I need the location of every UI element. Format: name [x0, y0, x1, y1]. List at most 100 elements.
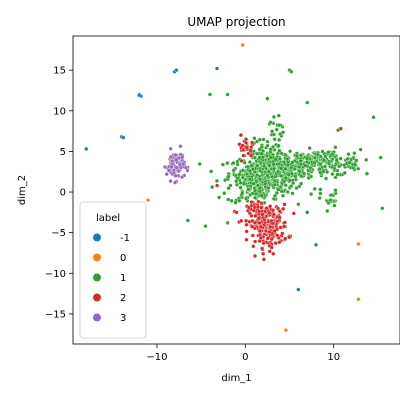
point-label-1 — [312, 160, 317, 165]
point-label-2 — [249, 200, 254, 205]
point-label-1 — [317, 195, 322, 201]
point-label-1 — [255, 173, 260, 178]
point-label-2 — [271, 212, 276, 217]
point-label-2 — [261, 241, 266, 246]
point-label-1 — [333, 188, 338, 193]
point-label-1 — [265, 173, 270, 178]
point-label-1 — [271, 162, 276, 167]
legend: label -1 0 1 2 3 — [79, 201, 147, 339]
point-label-3 — [180, 155, 185, 160]
point-label-2 — [246, 205, 251, 210]
point-label-1 — [289, 184, 294, 189]
point-label-1 — [323, 154, 328, 159]
point-label-1 — [222, 191, 227, 196]
point-label-1 — [264, 153, 270, 159]
legend-label-1: 1 — [120, 273, 126, 284]
point-label-2 — [256, 209, 262, 214]
point-label-3 — [174, 165, 179, 170]
x-tick-label: 0 — [242, 352, 248, 363]
legend-label-2: 2 — [120, 293, 126, 304]
point-label-2 — [283, 236, 288, 241]
point-label-1 — [334, 158, 339, 163]
point-label-1 — [347, 160, 352, 165]
point-label--1 — [174, 68, 179, 73]
legend-label--1: -1 — [120, 233, 130, 244]
point-label-1 — [249, 163, 254, 168]
chart-title: UMAP projection — [187, 15, 285, 29]
point-label-1 — [312, 186, 317, 191]
point-label-1 — [318, 170, 323, 175]
legend-label-3: 3 — [120, 313, 126, 324]
point-label-1 — [279, 189, 284, 194]
point-label-1 — [290, 191, 295, 196]
point-label-1 — [255, 151, 260, 156]
point-label-1 — [285, 189, 290, 195]
point-label-2 — [267, 210, 272, 215]
point-label-1 — [277, 123, 282, 128]
point-label-1 — [226, 185, 231, 191]
point-label-2 — [244, 218, 249, 223]
point-label--1 — [84, 146, 89, 152]
point-label-1 — [277, 148, 282, 153]
point-label-3 — [174, 157, 179, 162]
point-label-1 — [247, 160, 253, 165]
point-label--1 — [137, 93, 142, 98]
legend-marker-0 — [92, 253, 102, 262]
point-label-1 — [225, 220, 230, 225]
point-label--1 — [313, 242, 319, 247]
point-label-3 — [171, 170, 177, 175]
points-layer — [84, 42, 385, 333]
point-label-1 — [261, 164, 267, 169]
point-label-2 — [257, 228, 262, 234]
point-label-3 — [178, 144, 183, 149]
point-label-2 — [263, 228, 269, 234]
point-label-1 — [233, 200, 238, 205]
point-label-3 — [168, 146, 173, 151]
point-label-1 — [305, 156, 310, 161]
point-label-1 — [325, 208, 330, 214]
point-label-1 — [354, 158, 359, 163]
point-label-2 — [244, 222, 249, 227]
point-label-1 — [276, 187, 281, 192]
point-label-1 — [279, 166, 284, 171]
point-label-1 — [325, 169, 330, 175]
point-label-2 — [270, 208, 276, 213]
point-label-1 — [273, 157, 278, 162]
point-label-2 — [282, 224, 287, 229]
point-label-1 — [272, 178, 278, 183]
point-label-3 — [173, 180, 178, 185]
point-label-1 — [281, 160, 287, 165]
plot-frame — [72, 35, 400, 345]
point-label-2 — [238, 133, 243, 138]
y-tick-label: 5 — [60, 147, 66, 158]
point-label-1 — [226, 174, 231, 179]
point-label-1 — [203, 224, 208, 229]
point-label-1 — [257, 155, 262, 160]
point-label-1 — [326, 161, 331, 166]
point-label-1 — [342, 170, 347, 175]
point-label-2 — [244, 237, 249, 242]
point-label-2 — [234, 210, 239, 215]
point-label-1 — [271, 114, 276, 120]
point-label-1 — [225, 92, 230, 97]
point-label-2 — [291, 211, 296, 216]
point-label-2 — [252, 253, 258, 259]
point-label-1 — [238, 180, 243, 185]
point-label-1 — [290, 160, 295, 165]
point-label-1 — [272, 193, 277, 198]
point-label-2 — [257, 238, 262, 244]
point-label-1 — [271, 132, 276, 137]
point-label-2 — [239, 218, 244, 223]
point-label-3 — [183, 165, 188, 170]
point-label-1 — [371, 115, 376, 120]
point-label-1 — [318, 162, 323, 167]
point-label-1 — [283, 166, 288, 171]
point-label-1 — [326, 150, 331, 155]
point-label-1 — [312, 155, 318, 160]
point-label-0 — [240, 42, 245, 48]
point-label-1 — [283, 183, 288, 188]
point-label-1 — [380, 206, 385, 211]
point-label-1 — [356, 166, 361, 171]
point-label-2 — [338, 126, 343, 131]
point-label-1 — [272, 182, 277, 187]
